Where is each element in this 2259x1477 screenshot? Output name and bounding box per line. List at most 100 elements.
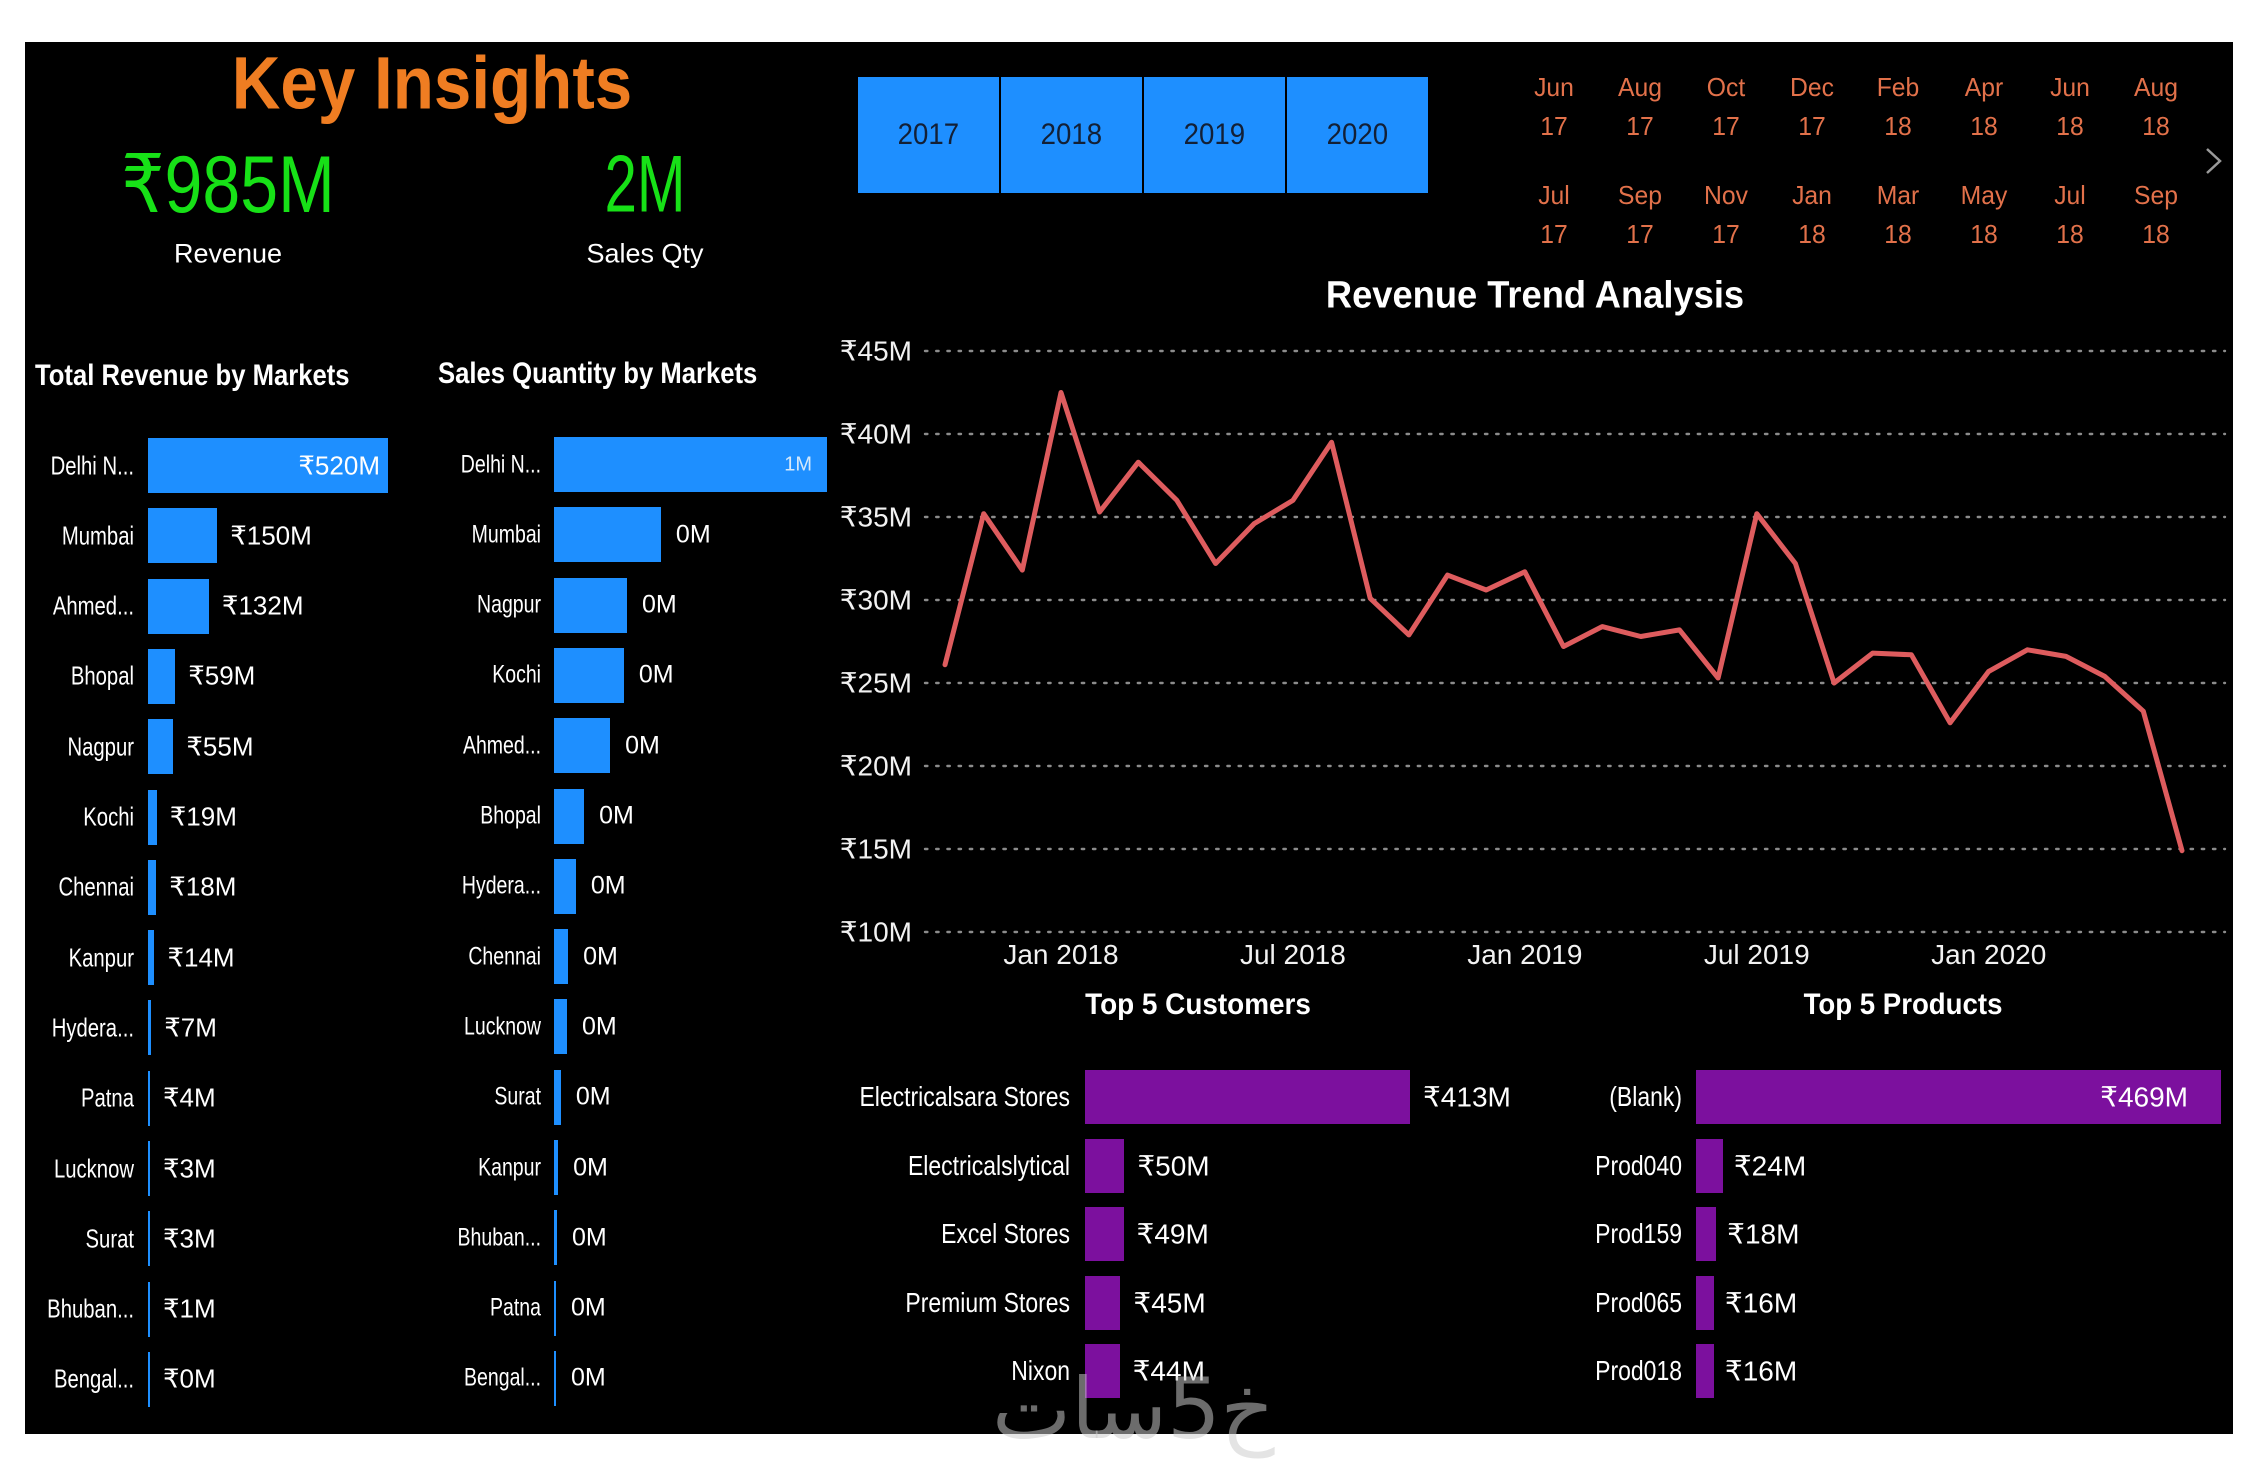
month-item-jun-17[interactable]: Jun 17 bbox=[1513, 70, 1595, 143]
bar-revMarkets-0[interactable] bbox=[148, 438, 388, 493]
value-label: ₹16M bbox=[1724, 1355, 1798, 1387]
category-label: Nixon bbox=[1011, 1355, 1070, 1386]
kpi-salesqty-label: Sales Qty bbox=[586, 238, 704, 269]
month-item-month: May bbox=[1960, 180, 2008, 210]
month-item-year: 18 bbox=[1884, 219, 1912, 249]
category-label: Lucknow bbox=[464, 1012, 541, 1041]
bar-revMarkets-11[interactable] bbox=[148, 1211, 150, 1267]
year-button-2018[interactable]: 2018 bbox=[1001, 77, 1142, 193]
category-label: Delhi N... bbox=[460, 450, 541, 478]
month-item-apr-18[interactable]: Apr 18 bbox=[1943, 70, 2025, 143]
bar-revMarkets-2[interactable] bbox=[148, 578, 209, 634]
bar-salesMarkets-3[interactable] bbox=[554, 647, 624, 703]
month-item-feb-18[interactable]: Feb 18 bbox=[1857, 70, 1939, 143]
month-item-year: 18 bbox=[1798, 219, 1826, 249]
bar-salesMarkets-4[interactable] bbox=[554, 718, 611, 774]
bar-customers-0[interactable] bbox=[1085, 1070, 1410, 1124]
month-item-sep-17[interactable]: Sep 17 bbox=[1599, 178, 1681, 251]
value-label: 0M bbox=[571, 1293, 606, 1322]
bar-customers-3[interactable] bbox=[1085, 1275, 1121, 1330]
category-label: Surat bbox=[85, 1223, 134, 1254]
y-axis-label: ₹30M bbox=[839, 584, 912, 616]
month-item-year: 18 bbox=[2142, 111, 2170, 141]
bar-revMarkets-12[interactable] bbox=[148, 1281, 150, 1337]
bar-revMarkets-7[interactable] bbox=[148, 930, 155, 986]
month-item-year: 17 bbox=[1798, 111, 1826, 141]
trend-line[interactable] bbox=[942, 390, 2185, 854]
bar-products-2[interactable] bbox=[1696, 1207, 1717, 1261]
bar-salesMarkets-5[interactable] bbox=[554, 788, 585, 844]
bar-salesMarkets-10[interactable] bbox=[554, 1140, 559, 1195]
x-axis-label: Jul 2018 bbox=[1239, 939, 1346, 970]
month-item-may-18[interactable]: May 18 bbox=[1943, 178, 2025, 251]
value-label: ₹520M bbox=[298, 450, 380, 480]
month-item-dec-17[interactable]: Dec 17 bbox=[1771, 70, 1853, 143]
kpi-revenue-value: ₹985M bbox=[121, 140, 335, 230]
month-item-jan-18[interactable]: Jan 18 bbox=[1771, 178, 1853, 251]
month-item-sep-18[interactable]: Sep 18 bbox=[2115, 178, 2197, 251]
value-label: 0M bbox=[641, 590, 677, 619]
bar-salesMarkets-11[interactable] bbox=[554, 1210, 558, 1266]
bar-revMarkets-4[interactable] bbox=[148, 719, 174, 775]
category-label: Delhi N... bbox=[50, 450, 134, 480]
bar-revMarkets-6[interactable] bbox=[148, 859, 157, 915]
bar-revMarkets-8[interactable] bbox=[148, 1000, 152, 1056]
year-button-2017[interactable]: 2017 bbox=[858, 77, 999, 193]
year-button-2020[interactable]: 2020 bbox=[1287, 77, 1428, 193]
bar-products-1[interactable] bbox=[1696, 1138, 1723, 1193]
bar-salesMarkets-7[interactable] bbox=[554, 929, 569, 985]
year-button-label: 2020 bbox=[1326, 118, 1389, 151]
month-item-aug-18[interactable]: Aug 18 bbox=[2115, 70, 2197, 143]
y-axis-label: ₹25M bbox=[839, 667, 912, 699]
bar-salesMarkets-8[interactable] bbox=[554, 999, 567, 1055]
month-item-month: Jan bbox=[1792, 180, 1832, 210]
category-label: Prod159 bbox=[1595, 1218, 1682, 1249]
bar-salesMarkets-6[interactable] bbox=[554, 858, 576, 914]
value-label: ₹413M bbox=[1422, 1081, 1511, 1113]
bar-salesMarkets-13[interactable] bbox=[554, 1350, 556, 1406]
bar-revMarkets-10[interactable] bbox=[148, 1141, 150, 1196]
category-label: Mumbai bbox=[61, 520, 134, 551]
bar-salesMarkets-1[interactable] bbox=[554, 507, 661, 563]
month-item-aug-17[interactable]: Aug 17 bbox=[1599, 70, 1681, 143]
month-item-jul-18[interactable]: Jul 18 bbox=[2029, 178, 2111, 251]
bar-salesMarkets-9[interactable] bbox=[554, 1069, 561, 1125]
value-label: ₹16M bbox=[1724, 1287, 1798, 1318]
bar-revMarkets-5[interactable] bbox=[148, 789, 157, 845]
bar-revMarkets-13[interactable] bbox=[148, 1351, 150, 1407]
bar-products-3[interactable] bbox=[1696, 1275, 1714, 1330]
category-label: Electricalsara Stores bbox=[859, 1081, 1070, 1112]
bar-salesMarkets-12[interactable] bbox=[554, 1280, 556, 1336]
bar-products-0[interactable] bbox=[1696, 1070, 2221, 1124]
month-item-month: Oct bbox=[1706, 72, 1746, 102]
month-item-month: Jul bbox=[2054, 180, 2086, 210]
value-label: 0M bbox=[638, 660, 674, 689]
category-label: Electricalslytical bbox=[907, 1149, 1070, 1181]
month-item-oct-17[interactable]: Oct 17 bbox=[1685, 70, 1767, 143]
month-item-jul-17[interactable]: Jul 17 bbox=[1513, 178, 1595, 251]
x-axis-label: Jul 2019 bbox=[1703, 939, 1810, 970]
bar-revMarkets-3[interactable] bbox=[148, 648, 176, 704]
category-label: Patna bbox=[490, 1293, 541, 1322]
bar-customers-4[interactable] bbox=[1085, 1344, 1120, 1398]
bar-revMarkets-1[interactable] bbox=[148, 508, 218, 564]
x-axis-label: Jan 2018 bbox=[1003, 939, 1119, 970]
bar-customers-2[interactable] bbox=[1085, 1207, 1124, 1261]
chevron-right-icon[interactable] bbox=[2201, 145, 2225, 177]
x-axis-label: Jan 2020 bbox=[1931, 939, 2047, 970]
month-item-jun-18[interactable]: Jun 18 bbox=[2029, 70, 2111, 143]
value-label: 0M bbox=[675, 520, 711, 549]
bar-salesMarkets-0[interactable] bbox=[554, 437, 827, 492]
category-label: Hydera... bbox=[51, 1012, 134, 1043]
month-item-nov-17[interactable]: Nov 17 bbox=[1685, 178, 1767, 251]
year-button-2019[interactable]: 2019 bbox=[1144, 77, 1285, 193]
bar-products-4[interactable] bbox=[1696, 1344, 1714, 1398]
dashboard-canvas: Key Insights ₹985M Revenue 2M Sales Qty … bbox=[25, 42, 2233, 1434]
category-label: Mumbai bbox=[471, 520, 541, 549]
bar-customers-1[interactable] bbox=[1085, 1138, 1125, 1193]
month-item-mar-18[interactable]: Mar 18 bbox=[1857, 178, 1939, 251]
bar-salesMarkets-2[interactable] bbox=[554, 577, 627, 633]
category-label: Prod018 bbox=[1595, 1355, 1682, 1386]
month-item-month: Dec bbox=[1790, 72, 1834, 102]
bar-revMarkets-9[interactable] bbox=[148, 1070, 150, 1126]
